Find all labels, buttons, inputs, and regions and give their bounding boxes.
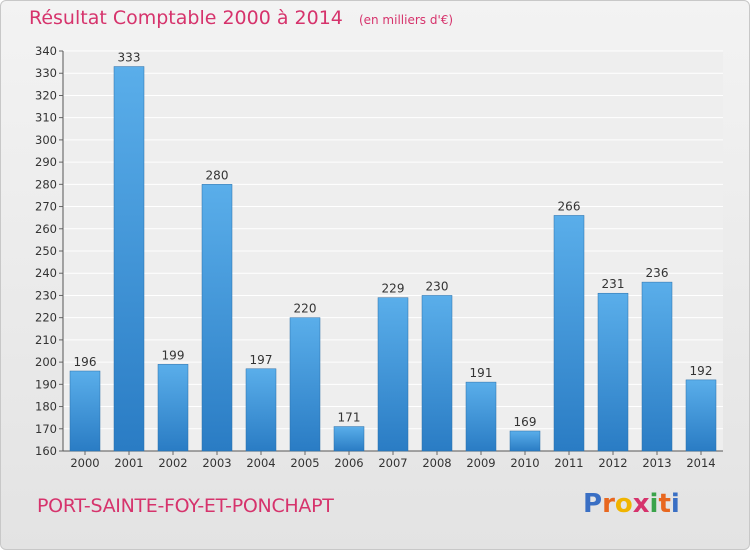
value-label-2004: 197 [250, 353, 273, 367]
x-tick-label-2004: 2004 [246, 456, 275, 470]
data-labels: 196 333 199 280 197 220 171 229 230 191 169 266 231 2… [74, 51, 713, 429]
x-tick-label-2007: 2007 [378, 456, 407, 470]
value-label-2014: 192 [690, 364, 713, 378]
x-tick-label-2001: 2001 [114, 456, 143, 470]
value-label-2007: 229 [382, 282, 405, 296]
y-tick-label: 330 [35, 66, 57, 80]
bar-2002 [157, 364, 189, 452]
value-label-2012: 231 [602, 277, 625, 291]
y-tick-label: 180 [35, 400, 57, 414]
bar-2012 [597, 292, 629, 452]
y-tick-label: 300 [35, 133, 57, 147]
y-tick-label: 310 [35, 111, 57, 125]
value-label-2010: 169 [514, 415, 537, 429]
value-label-2011: 266 [558, 199, 581, 213]
value-label-2000: 196 [74, 355, 97, 369]
value-label-2001: 333 [118, 51, 141, 65]
y-tick-label: 280 [35, 177, 57, 191]
value-label-2008: 230 [426, 279, 449, 293]
logo-letter: P [583, 489, 603, 519]
bar-2004 [245, 368, 277, 452]
y-tick-label: 270 [35, 200, 57, 214]
proxiti-logo: Proxiti [583, 489, 680, 519]
x-tick-label-2013: 2013 [642, 456, 671, 470]
bar-2000 [69, 370, 101, 452]
value-label-2013: 236 [646, 266, 669, 280]
x-tick-label-2009: 2009 [466, 456, 495, 470]
value-label-2002: 199 [162, 348, 185, 362]
logo-letter: r [602, 489, 615, 519]
y-tick-label: 170 [35, 422, 57, 436]
bar-2010 [509, 430, 541, 452]
x-tick-label-2002: 2002 [158, 456, 187, 470]
logo-letter: x [632, 489, 650, 519]
bar-2005 [289, 317, 321, 452]
bar-2013 [641, 281, 673, 452]
x-tick-label-2006: 2006 [334, 456, 363, 470]
y-tick-label: 190 [35, 377, 57, 391]
logo-letter: t [658, 489, 671, 519]
y-tick-label: 340 [35, 44, 57, 58]
logo-letter: i [649, 489, 659, 519]
value-label-2005: 220 [294, 302, 317, 316]
y-tick-label: 210 [35, 333, 57, 347]
logo-letter: i [670, 489, 680, 519]
bar-2001 [113, 66, 145, 452]
x-tick-label-2012: 2012 [598, 456, 627, 470]
chart-title: Résultat Comptable 2000 à 2014 (en milli… [29, 7, 453, 29]
x-tick-label-2010: 2010 [510, 456, 539, 470]
logo-letter: o [614, 489, 633, 519]
x-tick-label-2000: 2000 [70, 456, 99, 470]
x-tick-label-2011: 2011 [554, 456, 583, 470]
bars [69, 66, 717, 452]
y-tick-label: 290 [35, 155, 57, 169]
y-tick-label: 320 [35, 88, 57, 102]
value-label-2006: 171 [338, 411, 361, 425]
bar-2007 [377, 297, 409, 452]
y-tick-label: 260 [35, 222, 57, 236]
axes: 160 170 180 190 200 210 220 230 240 250 260 270 280 2… [35, 44, 723, 470]
value-label-2003: 280 [206, 168, 229, 182]
chart-subtitle: (en milliers d'€) [358, 13, 454, 27]
x-tick-label-2014: 2014 [686, 456, 715, 470]
y-tick-label: 250 [35, 244, 57, 258]
chart-title-text: Résultat Comptable 2000 à 2014 [29, 7, 343, 29]
bar-2003 [201, 184, 233, 452]
y-tick-label: 220 [35, 311, 57, 325]
commune-name: PORT-SAINTE-FOY-ET-PONCHAPT [37, 495, 334, 517]
value-label-2009: 191 [470, 366, 493, 380]
bar-2014 [685, 379, 717, 452]
x-tick-label-2003: 2003 [202, 456, 231, 470]
y-tick-label: 230 [35, 288, 57, 302]
y-tick-label: 200 [35, 355, 57, 369]
x-tick-label-2005: 2005 [290, 456, 319, 470]
bar-2009 [465, 381, 497, 452]
x-tick-label-2008: 2008 [422, 456, 451, 470]
bar-2006 [333, 426, 365, 452]
y-tick-label: 240 [35, 266, 57, 280]
bar-2011 [553, 215, 585, 452]
y-tick-label: 160 [35, 444, 57, 458]
bar-2008 [421, 295, 453, 452]
